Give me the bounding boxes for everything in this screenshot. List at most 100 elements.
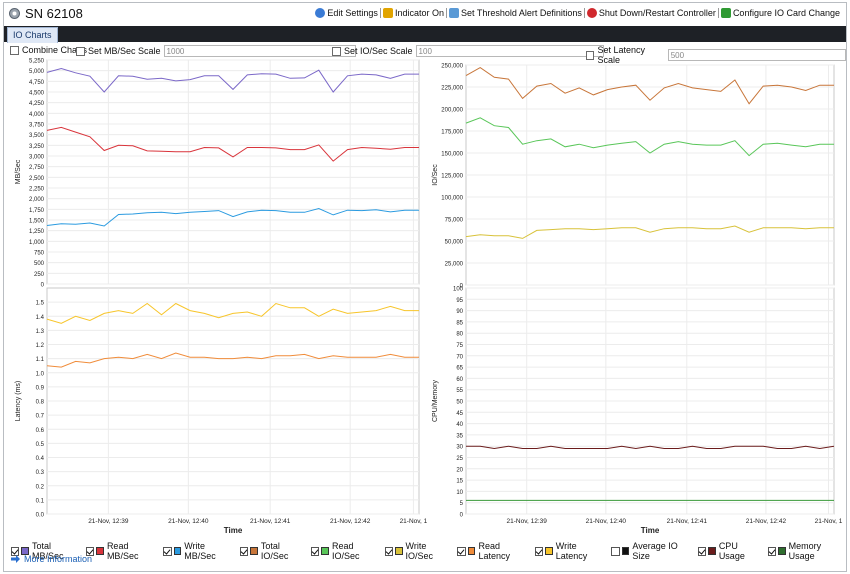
- y-tick-label: 15: [456, 479, 463, 485]
- legend-swatch: [21, 547, 29, 555]
- edit-settings-button[interactable]: Edit Settings: [313, 8, 381, 18]
- legend-item[interactable]: Read IO/Sec: [311, 541, 380, 561]
- y-tick-label: 1,250: [29, 229, 45, 235]
- legend-checkbox[interactable]: [611, 546, 620, 556]
- tab-io-charts[interactable]: IO Charts: [7, 27, 58, 43]
- series-line-total-mb-sec: [46, 67, 419, 93]
- more-information-link[interactable]: More Information: [11, 554, 92, 564]
- y-tick-label: 25: [456, 456, 463, 462]
- y-axis-label: IO/Sec: [432, 164, 439, 186]
- y-tick-label: 175,000: [441, 130, 463, 136]
- legend-swatch: [173, 547, 182, 555]
- y-axis-label: CPU/Memory: [432, 380, 439, 423]
- threshold-alert-button[interactable]: Set Threshold Alert Definitions: [447, 8, 585, 18]
- y-tick-label: 1.4: [36, 315, 45, 321]
- series-line-read-latency: [46, 352, 419, 368]
- y-tick-label: 2,250: [29, 187, 45, 193]
- configure-io-card-label: Configure IO Card Change: [732, 8, 840, 18]
- series-line-cpu-usage: [466, 445, 835, 450]
- y-tick-label: 3,250: [29, 144, 45, 150]
- legend-label: Read Latency: [478, 541, 511, 561]
- legend-item[interactable]: CPU Usage: [697, 541, 763, 561]
- y-tick-label: 100: [453, 287, 464, 293]
- mb-scale-checkbox[interactable]: [76, 46, 85, 56]
- tab-bar: IO Charts: [4, 26, 846, 43]
- series-line-write-latency: [46, 302, 419, 324]
- edit-settings-label: Edit Settings: [327, 8, 378, 18]
- y-tick-label: 75,000: [445, 218, 464, 224]
- legend-checkbox[interactable]: [239, 546, 249, 556]
- latency-scale-label: Set Latency Scale: [597, 45, 646, 65]
- y-tick-label: 2,000: [29, 197, 45, 203]
- configure-io-card-button[interactable]: Configure IO Card Change: [719, 8, 842, 18]
- io-scale-checkbox[interactable]: [332, 46, 341, 56]
- io-scale-input[interactable]: [415, 45, 604, 57]
- title-bar: SN 62108 Edit Settings Indicator On Set …: [4, 3, 846, 23]
- legend-checkbox[interactable]: [457, 546, 466, 556]
- legend-label: Read MB/Sec: [106, 541, 139, 561]
- y-tick-label: 1.0: [36, 371, 45, 377]
- legend-item[interactable]: Total IO/Sec: [239, 541, 306, 561]
- io-scale-label: Set IO/Sec Scale: [344, 46, 413, 56]
- y-tick-label: 0: [41, 283, 45, 289]
- legend-item[interactable]: Read MB/Sec: [85, 541, 158, 561]
- legend-swatch: [708, 547, 716, 555]
- y-tick-label: 5,250: [29, 59, 45, 65]
- y-tick-label: 0.1: [36, 498, 45, 504]
- x-tick-label: 21-Nov, 12:42: [330, 518, 371, 525]
- legend-swatch: [395, 547, 403, 555]
- mb-scale-input[interactable]: [163, 45, 356, 57]
- legend-swatch: [250, 547, 258, 555]
- legend-item[interactable]: Memory Usage: [767, 541, 845, 561]
- legend-item[interactable]: Write IO/Sec: [384, 541, 453, 561]
- shutdown-restart-button[interactable]: Shut Down/Restart Controller: [585, 8, 719, 18]
- arrow-right-icon: [11, 555, 20, 563]
- legend-swatch: [621, 547, 630, 555]
- legend-checkbox[interactable]: [163, 546, 172, 556]
- indicator-icon: [382, 8, 393, 18]
- y-tick-label: 5,000: [29, 69, 45, 75]
- y-tick-label: 4,750: [29, 80, 45, 86]
- legend-item[interactable]: Average IO Size: [611, 541, 692, 561]
- legend-item[interactable]: Total MB/Sec: [11, 541, 81, 561]
- y-tick-label: 0.5: [36, 442, 45, 448]
- y-tick-label: 0.7: [36, 414, 45, 420]
- legend-label: Read IO/Sec: [332, 541, 360, 561]
- y-tick-label: 30: [456, 445, 463, 451]
- gear-icon: [9, 8, 20, 19]
- x-tick-label: 21-Nov, 12:39: [507, 518, 548, 525]
- legend-item[interactable]: Write MB/Sec: [163, 541, 235, 561]
- legend-checkbox[interactable]: [697, 546, 707, 556]
- indicator-on-button[interactable]: Indicator On: [381, 8, 447, 18]
- y-axis-label: MB/Sec: [15, 159, 22, 184]
- latency-scale-input[interactable]: [667, 49, 846, 61]
- legend-item[interactable]: Read Latency: [457, 541, 529, 561]
- legend-label: CPU Usage: [718, 541, 745, 561]
- legend-checkbox[interactable]: [767, 546, 777, 556]
- y-tick-label: 1.2: [36, 343, 45, 349]
- y-tick-label: 60: [456, 377, 463, 383]
- series-line-total-io-sec: [465, 67, 834, 105]
- y-tick-label: 0.8: [36, 400, 45, 406]
- toolbar: Edit Settings Indicator On Set Threshold…: [313, 8, 842, 18]
- y-tick-label: 750: [34, 251, 45, 257]
- y-tick-label: 250: [34, 272, 45, 278]
- y-tick-label: 35: [456, 433, 463, 439]
- window-title: SN 62108: [8, 6, 83, 21]
- legend-checkbox[interactable]: [534, 546, 544, 556]
- legend-checkbox[interactable]: [11, 546, 20, 556]
- y-tick-label: 0.6: [36, 428, 45, 434]
- legend-checkbox[interactable]: [85, 546, 95, 556]
- y-tick-label: 100,000: [441, 196, 463, 202]
- y-tick-label: 1,750: [29, 208, 45, 214]
- latency-scale-checkbox[interactable]: [586, 50, 595, 60]
- window-title-text: SN 62108: [25, 6, 83, 21]
- legend-checkbox[interactable]: [311, 546, 320, 556]
- y-tick-label: 150,000: [441, 152, 463, 158]
- combine-charts-control: Combine Charts: [10, 45, 87, 55]
- x-tick-label: 21-Nov, 12:41: [667, 518, 708, 525]
- legend-checkbox[interactable]: [384, 546, 394, 556]
- legend-item[interactable]: Write Latency: [534, 541, 607, 561]
- combine-charts-checkbox[interactable]: [10, 45, 19, 55]
